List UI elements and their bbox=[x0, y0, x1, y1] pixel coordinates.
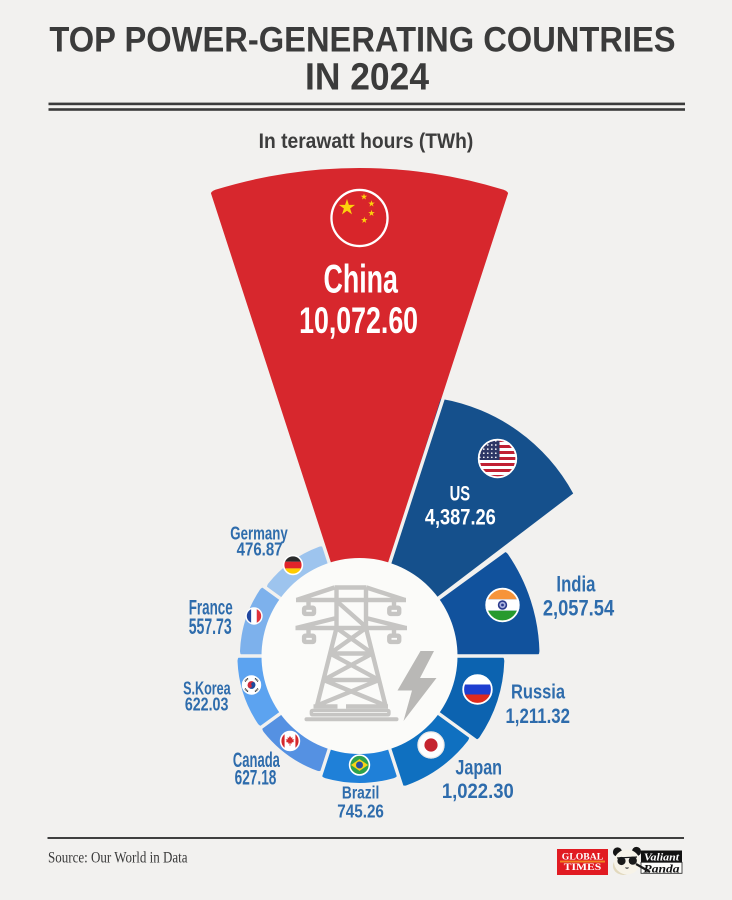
svg-text:India: India bbox=[556, 573, 595, 598]
svg-text:Japan: Japan bbox=[455, 757, 502, 781]
svg-text:Source: Our World in Data: Source: Our World in Data bbox=[48, 850, 188, 867]
svg-text:GLOBAL: GLOBAL bbox=[562, 852, 603, 863]
svg-text:Brazil: Brazil bbox=[342, 784, 379, 803]
svg-text:4,387.26: 4,387.26 bbox=[425, 506, 496, 530]
svg-text:France: France bbox=[189, 595, 233, 619]
svg-text:745.26: 745.26 bbox=[337, 801, 384, 822]
svg-text:2,057.54: 2,057.54 bbox=[543, 597, 615, 621]
svg-text:Canada: Canada bbox=[233, 748, 280, 772]
svg-text:S.Korea: S.Korea bbox=[183, 679, 231, 699]
svg-text:Germany: Germany bbox=[230, 523, 287, 544]
svg-text:China: China bbox=[323, 257, 398, 302]
svg-text:In terawatt hours (TWh): In terawatt hours (TWh) bbox=[259, 130, 474, 153]
svg-text:Russia: Russia bbox=[511, 679, 566, 702]
svg-text:557.73: 557.73 bbox=[189, 614, 232, 639]
svg-text:1,022.30: 1,022.30 bbox=[442, 780, 514, 804]
svg-text:622.03: 622.03 bbox=[185, 693, 229, 714]
svg-text:Panda: Panda bbox=[643, 862, 680, 875]
svg-text:10,072.60: 10,072.60 bbox=[299, 300, 418, 341]
svg-text:US: US bbox=[450, 481, 471, 505]
svg-text:IN 2024: IN 2024 bbox=[305, 55, 430, 97]
svg-text:Valiant: Valiant bbox=[644, 852, 680, 863]
svg-text:TIMES: TIMES bbox=[564, 863, 602, 873]
svg-text:TOP POWER-GENERATING COUNTRIES: TOP POWER-GENERATING COUNTRIES bbox=[49, 20, 675, 59]
svg-text:476.87: 476.87 bbox=[237, 539, 283, 560]
svg-text:627.18: 627.18 bbox=[235, 766, 277, 790]
svg-text:1,211.32: 1,211.32 bbox=[505, 705, 569, 728]
